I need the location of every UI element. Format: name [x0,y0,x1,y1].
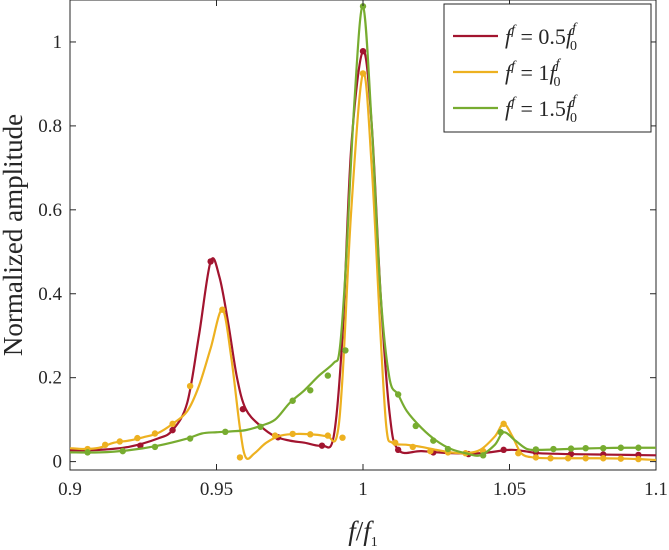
data-point [239,405,247,413]
data-point [515,450,522,457]
data-point [219,306,226,313]
x-axis-label-f: f [348,516,359,546]
x-tick-label: 1.1 [644,479,668,500]
data-point [500,420,507,428]
legend-entry-3: ff = 1.5ff 0 [453,93,578,126]
data-point [359,70,367,77]
legend-label-2: ff = 1ff 0 [505,57,562,90]
data-point [324,372,332,379]
data-point [430,437,437,444]
x-tick-label: 0.9 [58,479,82,500]
data-point [151,430,159,437]
x-axis-label-sub: 1 [371,535,378,550]
data-point [635,444,642,451]
y-tick-label: 0.4 [38,284,62,305]
data-point [409,443,417,451]
data-point [257,423,264,430]
data-point [119,447,126,455]
data-point [222,428,229,436]
data-point [342,347,349,354]
data-point [307,431,314,438]
data-point [394,446,402,454]
data-point [567,445,575,452]
series-1 [69,47,657,459]
data-point [394,391,402,398]
legend-entry-1: ff = 0.5ff 0 [453,21,578,54]
data-point [392,439,399,446]
data-point [564,455,572,462]
y-tick-label: 0.8 [38,116,62,137]
x-tick-label: 1.05 [493,479,526,500]
data-point [550,445,557,453]
data-point [307,387,314,394]
y-tick-label: 0.6 [38,200,62,221]
data-point [318,442,326,449]
data-point [289,397,296,404]
data-point [479,452,487,459]
data-point [186,382,194,390]
data-point [359,3,367,10]
series-layer [69,3,657,463]
data-point [532,446,540,453]
data-point [547,455,554,462]
data-point [500,446,507,454]
data-point [600,444,607,452]
legend-label-3: ff = 1.5ff 0 [505,93,578,126]
data-point [359,47,367,55]
data-point [427,447,434,455]
data-point [169,426,176,434]
data-point [617,455,625,462]
legend: ff = 0.5ff 0 ff = 1ff 0 ff = 1.5ff 0 [443,3,652,133]
x-axis-label: f/f1 [348,516,378,550]
x-tick-label: 0.95 [200,479,233,500]
y-tick-label: 0 [53,452,63,473]
data-point [582,455,589,462]
data-point [134,434,141,442]
data-point [324,432,332,439]
data-point [116,438,124,445]
x-axis-label-sep: / [356,516,364,546]
series-2 [69,70,657,463]
data-point [289,430,296,438]
data-point [84,449,91,456]
data-point [339,434,346,441]
data-point [412,422,419,430]
data-point [444,445,452,453]
legend-box [443,3,652,133]
data-point [169,420,176,428]
data-point [137,442,144,449]
data-point [497,429,504,436]
data-point [236,454,244,461]
y-axis-label: Normalized amplitude [0,114,28,356]
data-point [151,443,159,451]
data-point [582,444,589,452]
data-point [532,454,540,461]
y-tick-label: 0.2 [38,368,62,389]
y-tick-label: 1 [53,32,63,53]
series-line-1 [69,50,657,457]
data-point [617,444,625,451]
series-3 [69,3,657,459]
data-point [271,432,279,439]
data-point [207,258,214,265]
ticks-layer: 0.9 0.95 1 1.05 1.1 0 0.2 0.4 0.6 0.8 1 [38,0,668,500]
data-point [101,441,109,449]
data-point [635,455,642,463]
data-point [600,455,607,462]
x-axis-label-f1: f [363,516,374,546]
x-tick-label: 1 [358,479,368,500]
legend-entry-2: ff = 1ff 0 [453,57,562,90]
data-point [186,435,194,442]
legend-label-1: ff = 0.5ff 0 [505,21,578,54]
